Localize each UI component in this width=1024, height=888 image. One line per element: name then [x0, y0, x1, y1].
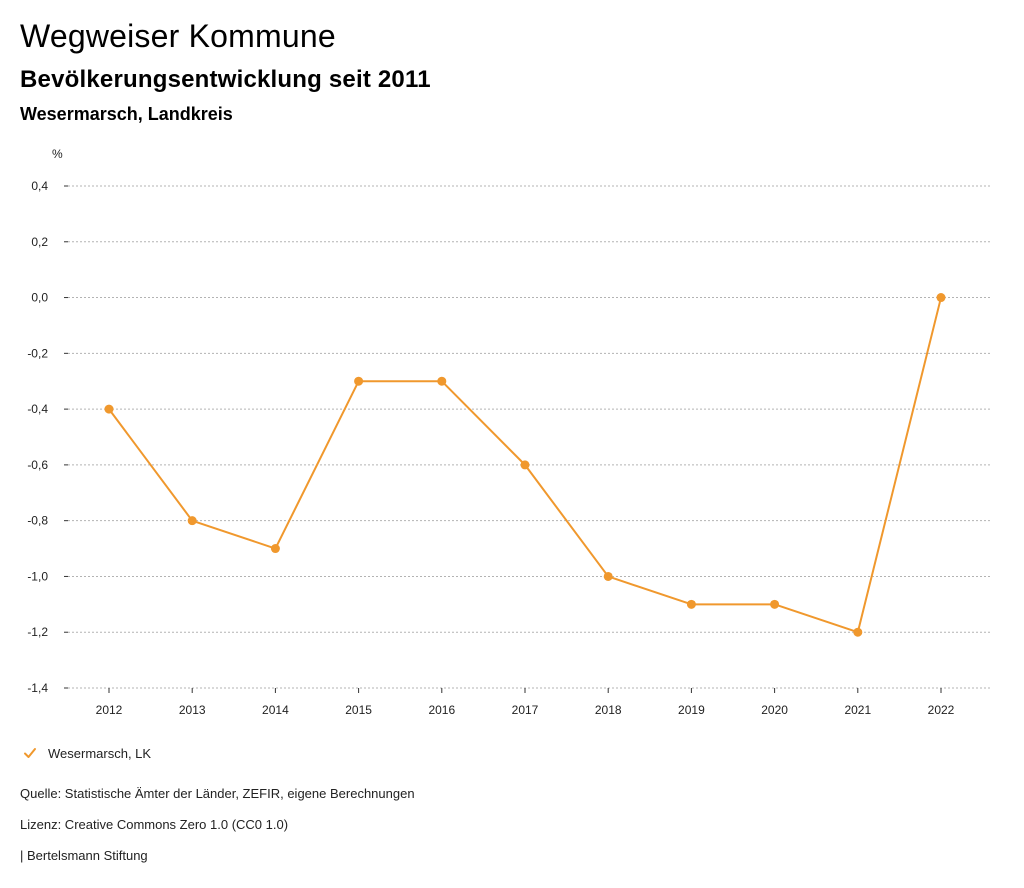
x-tick-label: 2014	[262, 703, 289, 717]
page-title: Wegweiser Kommune	[20, 18, 336, 54]
region-name: Wesermarsch, Landkreis	[20, 104, 233, 124]
x-tick-label: 2012	[96, 703, 123, 717]
series-wesermarsch	[104, 293, 946, 637]
data-point[interactable]	[270, 544, 280, 554]
y-tick-label: -0,2	[27, 346, 48, 360]
legend-label: Wesermarsch, LK	[48, 745, 152, 761]
y-tick-label: -1,2	[27, 625, 48, 639]
x-tick-label: 2021	[844, 703, 871, 717]
y-tick-label: -0,4	[27, 402, 48, 416]
data-point[interactable]	[603, 571, 613, 581]
x-tick-label: 2022	[928, 703, 955, 717]
legend[interactable]: Wesermarsch, LK	[22, 745, 151, 761]
x-tick-label: 2018	[595, 703, 622, 717]
y-tick-label: -1,0	[27, 569, 48, 583]
data-point[interactable]	[354, 376, 364, 386]
y-tick-label: 0,2	[31, 235, 48, 249]
data-point[interactable]	[853, 627, 863, 637]
y-tick-label: 0,0	[31, 291, 48, 305]
data-point[interactable]	[437, 376, 447, 386]
grid-lines	[68, 185, 990, 689]
y-tick-label: -1,4	[27, 681, 48, 695]
x-tick-label: 2019	[678, 703, 705, 717]
x-tick-label: 2020	[761, 703, 788, 717]
credit-note: | Bertelsmann Stiftung	[20, 848, 148, 863]
data-point[interactable]	[770, 599, 780, 609]
data-point[interactable]	[187, 516, 197, 526]
y-tick-label: 0,4	[31, 179, 48, 193]
line-chart: % 0,40,20,0-0,2-0,4-0,6-0,8-1,0-1,2-1,4 …	[27, 147, 990, 717]
y-axis-unit-label: %	[52, 147, 63, 161]
x-tick-label: 2016	[428, 703, 455, 717]
y-axis-ticks: 0,4 0,2 0,0 -0,2 -0,4 -0,6 -0,8 -1,0 -1,2 -1,4	[27, 179, 68, 695]
check-icon	[24, 748, 36, 758]
source-note: Quelle: Statistische Ämter der Länder, Z…	[20, 786, 415, 801]
data-point[interactable]	[686, 599, 696, 609]
chart-subtitle: Bevölkerungsentwicklung seit 2011	[20, 66, 431, 93]
y-tick-label: -0,6	[27, 458, 48, 472]
x-tick-label: 2013	[179, 703, 206, 717]
license-note: Lizenz: Creative Commons Zero 1.0 (CC0 1…	[20, 817, 289, 832]
x-tick-label: 2017	[512, 703, 539, 717]
y-tick-label: -0,8	[27, 514, 48, 528]
data-point[interactable]	[104, 404, 114, 414]
x-axis-ticks: 2012 2013 2014 2015 2016 2017 2018 2019 2020 2021…	[96, 688, 955, 717]
data-point[interactable]	[520, 460, 530, 470]
x-tick-label: 2015	[345, 703, 372, 717]
data-point[interactable]	[936, 293, 946, 303]
